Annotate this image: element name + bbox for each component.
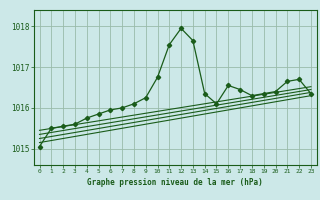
X-axis label: Graphe pression niveau de la mer (hPa): Graphe pression niveau de la mer (hPa) xyxy=(87,178,263,187)
